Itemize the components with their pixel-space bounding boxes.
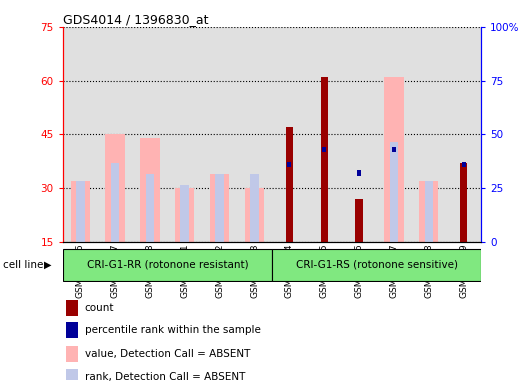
Bar [286, 127, 293, 242]
Bar [245, 188, 264, 242]
Bar [63, 27, 98, 242]
Bar [250, 174, 259, 242]
Bar [76, 181, 85, 242]
Bar [321, 77, 328, 242]
Text: rank, Detection Call = ABSENT: rank, Detection Call = ABSENT [85, 372, 245, 382]
Bar [180, 185, 189, 242]
Bar [287, 162, 291, 167]
Bar [392, 147, 396, 152]
Bar [66, 369, 77, 384]
Bar [106, 134, 124, 242]
Bar [215, 174, 224, 242]
Bar [357, 170, 361, 176]
Bar [132, 27, 167, 242]
Bar [111, 163, 119, 242]
Bar [202, 27, 237, 242]
Bar [98, 27, 132, 242]
Bar [237, 27, 272, 242]
Text: percentile rank within the sample: percentile rank within the sample [85, 325, 260, 335]
Bar [322, 147, 326, 152]
Bar [425, 181, 433, 242]
Bar [71, 181, 90, 242]
Bar [462, 162, 466, 167]
Bar [167, 27, 202, 242]
Bar [307, 27, 342, 242]
Bar [419, 181, 438, 242]
Bar [446, 27, 481, 242]
Text: count: count [85, 303, 114, 313]
Bar [272, 250, 481, 280]
Bar [384, 77, 404, 242]
Text: CRI-G1-RS (rotonone sensitive): CRI-G1-RS (rotonone sensitive) [295, 260, 458, 270]
Bar [66, 322, 77, 338]
Text: CRI-G1-RR (rotonone resistant): CRI-G1-RR (rotonone resistant) [86, 260, 248, 270]
Bar [145, 174, 154, 242]
Bar [377, 27, 412, 242]
Bar [356, 199, 363, 242]
Bar [390, 142, 399, 242]
Text: value, Detection Call = ABSENT: value, Detection Call = ABSENT [85, 349, 250, 359]
Text: cell line: cell line [3, 260, 43, 270]
Bar [272, 27, 307, 242]
Text: ▶: ▶ [44, 260, 52, 270]
Bar [175, 188, 195, 242]
Bar [66, 346, 77, 362]
Bar [63, 250, 272, 280]
Bar [412, 27, 446, 242]
Bar [460, 163, 468, 242]
Bar [342, 27, 377, 242]
Bar [140, 138, 160, 242]
Bar [210, 174, 229, 242]
Bar [66, 300, 77, 316]
Text: GDS4014 / 1396830_at: GDS4014 / 1396830_at [63, 13, 208, 26]
